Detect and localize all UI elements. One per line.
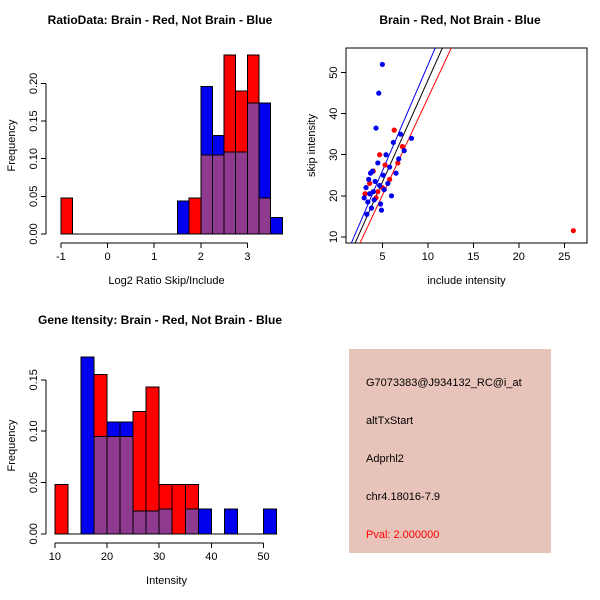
svg-text:25: 25 [558,251,570,263]
svg-text:0.10: 0.10 [28,148,40,169]
locus-line: chr4.18016-7.9 [366,491,440,503]
scatter-title: Brain - Red, Not Brain - Blue [379,13,541,27]
svg-text:50: 50 [328,67,340,79]
svg-text:0.10: 0.10 [28,420,40,441]
axes [41,82,248,248]
y-axis-label: Frequency [6,119,18,171]
panel-gene-intensity-histogram: Gene Itensity: Brain - Red, Not Brain - … [0,300,300,600]
ratio-histogram-canvas: -1 0 1 2 3 0.00 0.05 0.10 0.15 0.20 Log2 Ratio Ski… [6,54,283,287]
gene-symbol-line: Adprhl2 [366,453,404,465]
event-type-line: altTxStart [366,415,414,427]
svg-text:20: 20 [513,251,525,263]
panel-scatter: Brain - Red, Not Brain - Blue 5 10 15 20 25 1… [300,0,600,300]
svg-text:0.05: 0.05 [28,186,40,207]
svg-text:2: 2 [198,251,204,263]
gene-info-box: G7073383@J934132_RC@i_at altTxStart Adpr… [349,349,551,553]
svg-text:40: 40 [328,108,340,120]
svg-text:10: 10 [422,251,434,263]
gene-intensity-canvas: 10 20 30 40 50 0.00 0.05 0.10 0.15 Intensity Frequ… [6,356,278,587]
svg-text:20: 20 [328,190,340,202]
svg-text:30: 30 [328,149,340,161]
ratio-histogram-title: RatioData: Brain - Red, Not Brain - Blue [47,13,273,27]
points-not-brain [361,61,415,217]
svg-text:0.05: 0.05 [28,472,40,493]
tick-labels: -1 0 1 2 3 0.00 0.05 0.10 0.15 0.20 [28,73,250,263]
axes [341,47,588,248]
pval-line: Pval: 2.000000 [366,529,440,541]
histogram-bars [54,356,278,535]
panel-gene-info: G7073383@J934132_RC@i_at altTxStart Adpr… [300,300,600,600]
tick-labels: 5 10 15 20 25 10 20 30 40 50 [328,67,570,263]
svg-text:-1: -1 [56,251,66,263]
svg-text:30: 30 [153,551,165,563]
svg-text:50: 50 [257,551,269,563]
svg-text:5: 5 [379,251,385,263]
svg-text:0.00: 0.00 [28,223,40,244]
svg-text:0.00: 0.00 [28,523,40,544]
svg-text:0.15: 0.15 [28,369,40,390]
scatter-canvas: 5 10 15 20 25 10 20 30 40 50 include intensity skip… [306,47,588,287]
svg-text:15: 15 [467,251,479,263]
svg-text:0.15: 0.15 [28,110,40,131]
x-axis-label: Intensity [146,575,187,587]
svg-text:40: 40 [205,551,217,563]
svg-text:20: 20 [101,551,113,563]
svg-text:3: 3 [244,251,250,263]
svg-text:10: 10 [49,551,61,563]
x-axis-label: Log2 Ratio Skip/Include [108,275,224,287]
tick-labels: 10 20 30 40 50 0.00 0.05 0.10 0.15 [28,369,270,563]
probe-id-line: G7073383@J934132_RC@i_at [366,377,522,389]
svg-text:0: 0 [104,251,110,263]
gene-intensity-title: Gene Itensity: Brain - Red, Not Brain - … [37,313,283,327]
svg-text:0.20: 0.20 [28,73,40,94]
y-axis-label: skip intensity [306,114,318,177]
axes [41,379,265,548]
svg-text:1: 1 [151,251,157,263]
y-axis-label: Frequency [6,419,18,471]
panel-ratio-histogram: RatioData: Brain - Red, Not Brain - Blue… [0,0,300,300]
histogram-bars [60,54,283,235]
svg-text:10: 10 [328,231,340,243]
x-axis-label: include intensity [427,275,506,287]
fit-black [354,48,443,243]
